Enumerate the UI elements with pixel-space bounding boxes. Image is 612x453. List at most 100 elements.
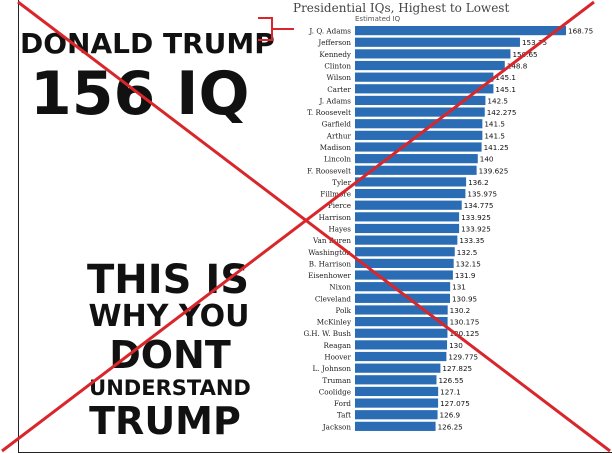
category-label-11: Lincoln bbox=[324, 155, 351, 164]
value-label-3: 148.8 bbox=[507, 62, 528, 71]
value-label-33: 126.9 bbox=[440, 411, 461, 420]
value-label-26: 130.125 bbox=[449, 329, 479, 338]
bar-8 bbox=[355, 119, 483, 129]
category-label-30: Truman bbox=[322, 376, 351, 385]
category-label-27: Reagan bbox=[324, 341, 352, 350]
category-label-31: Coolidge bbox=[319, 387, 351, 396]
bar-24 bbox=[355, 305, 448, 315]
bar-0 bbox=[355, 26, 566, 36]
value-label-17: 133.925 bbox=[461, 224, 491, 233]
bar-19 bbox=[355, 247, 455, 257]
category-label-28: Hoover bbox=[324, 353, 351, 362]
value-label-18: 133.35 bbox=[459, 236, 484, 245]
category-label-19: Washington bbox=[308, 248, 351, 257]
bar-25 bbox=[355, 317, 448, 327]
bar-30 bbox=[355, 375, 437, 385]
category-label-4: Wilson bbox=[326, 73, 351, 82]
bar-13 bbox=[355, 177, 467, 187]
value-label-31: 127.1 bbox=[440, 387, 461, 396]
headline-this-is: THIS IS bbox=[86, 257, 250, 303]
value-label-10: 141.25 bbox=[484, 143, 509, 152]
category-label-29: L. Johnson bbox=[313, 364, 352, 373]
bar-18 bbox=[355, 235, 458, 245]
value-label-23: 130.95 bbox=[452, 294, 477, 303]
category-label-2: Kennedy bbox=[319, 50, 352, 59]
bar-26 bbox=[355, 328, 448, 338]
bar-12 bbox=[355, 165, 477, 175]
category-label-20: B. Harrison bbox=[309, 259, 352, 268]
category-label-12: F. Roosevelt bbox=[307, 166, 351, 175]
bar-9 bbox=[355, 130, 483, 140]
value-label-16: 133.925 bbox=[461, 213, 491, 222]
category-label-16: Harrison bbox=[319, 213, 352, 222]
value-label-2: 150.65 bbox=[512, 50, 537, 59]
value-label-15: 134.775 bbox=[464, 201, 494, 210]
value-label-6: 142.5 bbox=[487, 96, 508, 105]
bar-29 bbox=[355, 363, 441, 373]
headline-iq: 156 IQ bbox=[30, 59, 250, 129]
value-label-21: 131.9 bbox=[455, 271, 476, 280]
category-label-23: Cleveland bbox=[315, 294, 352, 303]
category-label-9: Arthur bbox=[326, 131, 352, 140]
value-label-32: 127.075 bbox=[440, 399, 470, 408]
headline-name: DONALD TRUMP bbox=[20, 27, 275, 60]
value-label-30: 126.55 bbox=[438, 376, 463, 385]
bar-11 bbox=[355, 154, 478, 164]
value-label-8: 141.5 bbox=[484, 120, 505, 129]
headline-why-you: WHY YOU bbox=[88, 299, 250, 334]
category-label-13: Tyler bbox=[332, 178, 351, 187]
value-label-28: 129.775 bbox=[448, 353, 478, 362]
bar-15 bbox=[355, 200, 462, 210]
category-label-6: J. Adams bbox=[319, 96, 352, 105]
bar-34 bbox=[355, 421, 436, 431]
category-label-18: Van Buren bbox=[312, 236, 351, 245]
category-label-8: Garfield bbox=[322, 120, 352, 129]
bar-31 bbox=[355, 386, 439, 397]
bar-17 bbox=[355, 223, 460, 234]
bar-4 bbox=[355, 72, 494, 82]
category-label-21: Eisenhower bbox=[308, 271, 351, 280]
bar-16 bbox=[355, 212, 460, 222]
value-label-20: 132.15 bbox=[456, 259, 481, 268]
bar-32 bbox=[355, 398, 439, 408]
bar-10 bbox=[355, 142, 482, 152]
category-label-1: Jefferson bbox=[317, 38, 351, 47]
bars-group: J. Q. Adams 168.75 Jefferson 153.75 Kennedy 1… bbox=[303, 26, 593, 431]
bar-23 bbox=[355, 293, 450, 303]
headline-trump: TRUMP bbox=[89, 399, 241, 443]
bar-6 bbox=[355, 95, 486, 106]
bar-1 bbox=[355, 37, 520, 47]
value-label-29: 127.825 bbox=[442, 364, 472, 373]
bar-22 bbox=[355, 282, 451, 292]
bar-33 bbox=[355, 410, 438, 420]
bar-14 bbox=[355, 188, 466, 199]
category-label-17: Hayes bbox=[328, 224, 351, 233]
value-label-12: 139.625 bbox=[479, 166, 509, 175]
bar-3 bbox=[355, 60, 505, 71]
bar-28 bbox=[355, 351, 447, 362]
chart-subtitle: Estimated IQ bbox=[355, 15, 401, 23]
category-label-32: Ford bbox=[334, 399, 351, 408]
category-label-24: Polk bbox=[335, 306, 351, 315]
category-label-33: Taft bbox=[337, 411, 351, 420]
headline-dont: DONT bbox=[109, 333, 231, 377]
category-label-10: Madison bbox=[320, 143, 352, 152]
value-label-9: 141.5 bbox=[484, 131, 505, 140]
value-label-0: 168.75 bbox=[568, 27, 593, 36]
bar-21 bbox=[355, 270, 453, 280]
category-label-3: Clinton bbox=[324, 62, 351, 71]
value-label-34: 126.25 bbox=[438, 422, 463, 431]
value-label-1: 153.75 bbox=[522, 38, 547, 47]
category-label-14: Fillmore bbox=[320, 190, 351, 199]
value-label-19: 132.5 bbox=[457, 248, 478, 257]
value-label-7: 142.275 bbox=[487, 108, 517, 117]
value-label-27: 130 bbox=[449, 341, 463, 350]
headline-understand: UNDERSTAND bbox=[89, 376, 251, 400]
bar-27 bbox=[355, 340, 448, 350]
bar-20 bbox=[355, 258, 454, 268]
category-label-5: Carter bbox=[327, 85, 351, 94]
value-label-25: 130.175 bbox=[450, 318, 480, 327]
bar-5 bbox=[355, 84, 494, 94]
category-label-15: Pierce bbox=[328, 201, 351, 210]
category-label-34: Jackson bbox=[322, 422, 352, 431]
